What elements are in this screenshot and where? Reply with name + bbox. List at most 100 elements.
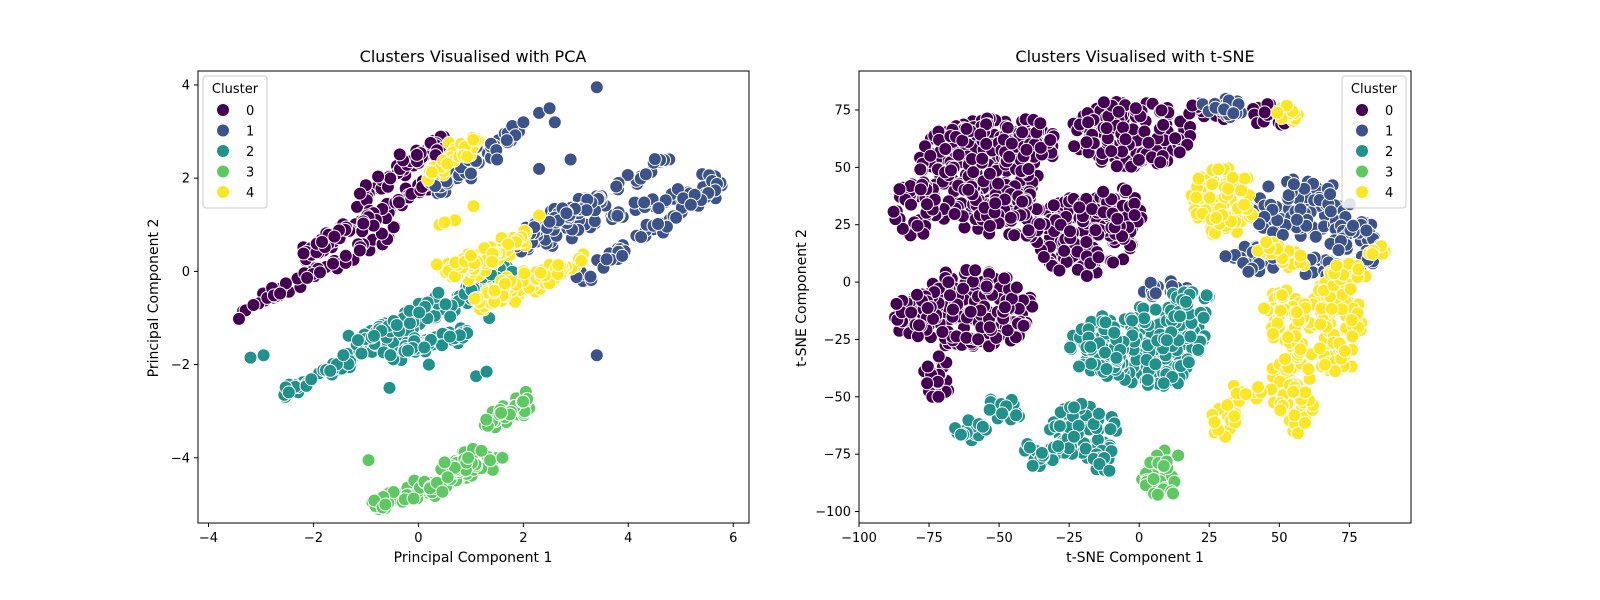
data-point <box>409 147 424 162</box>
tsne-x-tick-label: −50 <box>985 531 1012 546</box>
data-point <box>1019 142 1034 157</box>
tsne-series-cluster-3 <box>1135 443 1186 502</box>
tsne-legend-marker-3 <box>1355 164 1369 179</box>
data-point <box>1181 355 1196 370</box>
data-point <box>487 283 502 298</box>
data-point <box>647 152 662 167</box>
data-point <box>336 348 351 363</box>
data-point <box>300 270 315 285</box>
data-point <box>1091 250 1106 265</box>
data-point <box>1096 184 1111 199</box>
data-point <box>1137 311 1152 326</box>
data-point <box>982 402 997 417</box>
data-point <box>1298 385 1313 400</box>
data-point <box>982 218 997 233</box>
data-point <box>350 199 364 214</box>
data-point <box>920 359 935 374</box>
tsne-series-cluster-4 <box>1184 98 1392 444</box>
data-point <box>589 348 604 363</box>
tsne-y-tick-label: −100 <box>815 505 851 520</box>
data-point <box>1119 183 1134 198</box>
data-point <box>389 318 404 332</box>
data-point <box>435 484 450 499</box>
tsne-chart-title: Clusters Visualised with t-SNE <box>1015 47 1254 66</box>
pca-scatter-panel: Clusters Visualised with PCA Principal C… <box>146 47 750 566</box>
tsne-y-axis-label: t-SNE Component 2 <box>794 229 810 367</box>
data-point <box>620 168 635 182</box>
pca-x-tick-label: 2 <box>519 531 527 546</box>
data-point <box>1218 249 1233 264</box>
data-point <box>304 372 319 387</box>
data-point <box>1046 198 1061 213</box>
data-point <box>1183 329 1198 344</box>
data-point <box>352 186 367 201</box>
data-point <box>378 497 393 512</box>
data-point <box>1034 445 1049 460</box>
data-point <box>1266 326 1280 341</box>
data-point <box>1191 171 1206 186</box>
data-point <box>1128 101 1143 116</box>
data-point <box>1286 384 1301 399</box>
data-point <box>467 291 482 306</box>
data-point <box>1251 380 1266 394</box>
data-point <box>959 121 974 136</box>
data-point <box>1148 286 1163 301</box>
data-point <box>516 115 531 130</box>
data-point <box>1166 486 1180 501</box>
data-point <box>1313 317 1328 332</box>
data-point <box>356 216 371 231</box>
tsne-y-tick-label: 75 <box>834 104 851 119</box>
data-point <box>1226 106 1241 121</box>
data-point <box>961 182 976 197</box>
data-point <box>563 152 578 167</box>
data-point <box>338 248 353 263</box>
data-point <box>532 208 547 223</box>
data-point <box>1312 341 1327 356</box>
data-point <box>1150 487 1165 502</box>
data-point <box>463 248 478 263</box>
data-point <box>1238 387 1253 402</box>
data-point <box>1096 95 1111 110</box>
data-point <box>1171 448 1186 463</box>
data-point <box>532 161 547 176</box>
tsne-x-axis-label: t-SNE Component 1 <box>1066 550 1204 566</box>
data-point <box>371 169 386 184</box>
data-point <box>1337 344 1352 359</box>
data-point <box>1109 350 1124 365</box>
data-point <box>1148 357 1163 372</box>
data-point <box>609 179 624 194</box>
tsne-series-cluster-0 <box>886 95 1300 404</box>
pca-legend-marker-0 <box>216 103 230 117</box>
data-point <box>615 248 630 263</box>
tsne-legend-marker-2 <box>1355 144 1369 158</box>
data-point <box>1290 426 1305 441</box>
data-point <box>542 214 557 229</box>
tsne-legend-label-2: 2 <box>1385 145 1393 160</box>
data-point <box>1106 255 1121 270</box>
data-point <box>1085 202 1099 216</box>
pca-legend-marker-3 <box>216 164 230 179</box>
tsne-x-tick-label: −100 <box>841 531 877 546</box>
data-point <box>440 470 455 485</box>
pca-x-tick-label: −4 <box>199 531 218 546</box>
data-point <box>443 309 458 324</box>
data-point <box>1066 429 1081 444</box>
data-point <box>1098 315 1113 330</box>
pca-x-tick-label: −2 <box>304 531 323 546</box>
data-point <box>920 301 935 315</box>
data-point <box>461 450 476 465</box>
data-point <box>1098 345 1112 360</box>
data-point <box>435 338 449 353</box>
tsne-x-tick-label: −25 <box>1055 531 1082 546</box>
data-point <box>1273 403 1288 418</box>
data-point <box>1052 263 1067 278</box>
data-point <box>1202 190 1217 205</box>
data-point <box>1025 458 1040 473</box>
pca-x-axis-label: Principal Component 1 <box>394 550 553 566</box>
pca-y-tick-label: 2 <box>182 172 190 187</box>
data-point <box>551 258 566 272</box>
data-point <box>583 269 598 284</box>
data-point <box>431 285 446 300</box>
data-point <box>1110 211 1125 226</box>
tsne-scatter-panel: Clusters Visualised with t-SNE t-SNE Com… <box>794 47 1412 566</box>
